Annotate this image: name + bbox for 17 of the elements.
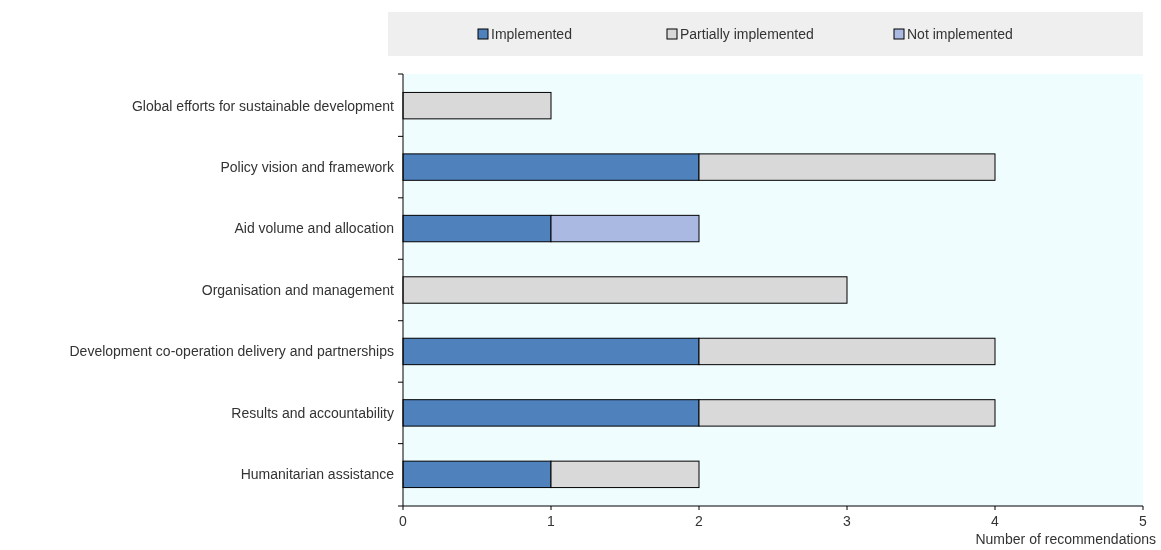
x-tick-label: 1	[547, 512, 556, 529]
y-tick-label: Organisation and management	[201, 281, 395, 298]
x-tick-label: 2	[695, 512, 704, 529]
y-tick-label: Development co-operation delivery and partnerships	[69, 343, 394, 360]
x-tick-label: 3	[843, 512, 852, 529]
legend-label: Implemented	[491, 25, 572, 42]
x-tick-label: 0	[399, 512, 408, 529]
y-tick-label: Aid volume and allocation	[234, 220, 394, 237]
x-tick-label: 5	[1139, 512, 1148, 529]
y-tick-label: Global efforts for sustainable development	[131, 97, 395, 114]
x-axis-title: Number of recommendations	[975, 530, 1156, 547]
y-tick-label: Results and accountability	[231, 404, 394, 421]
y-tick-label: Humanitarian assistance	[240, 466, 395, 483]
x-tick-label: 4	[991, 512, 1000, 529]
legend-label: Partially implemented	[680, 25, 814, 42]
y-tick-label: Policy vision and framework	[220, 159, 395, 175]
legend-label: Not implemented	[907, 25, 1013, 42]
